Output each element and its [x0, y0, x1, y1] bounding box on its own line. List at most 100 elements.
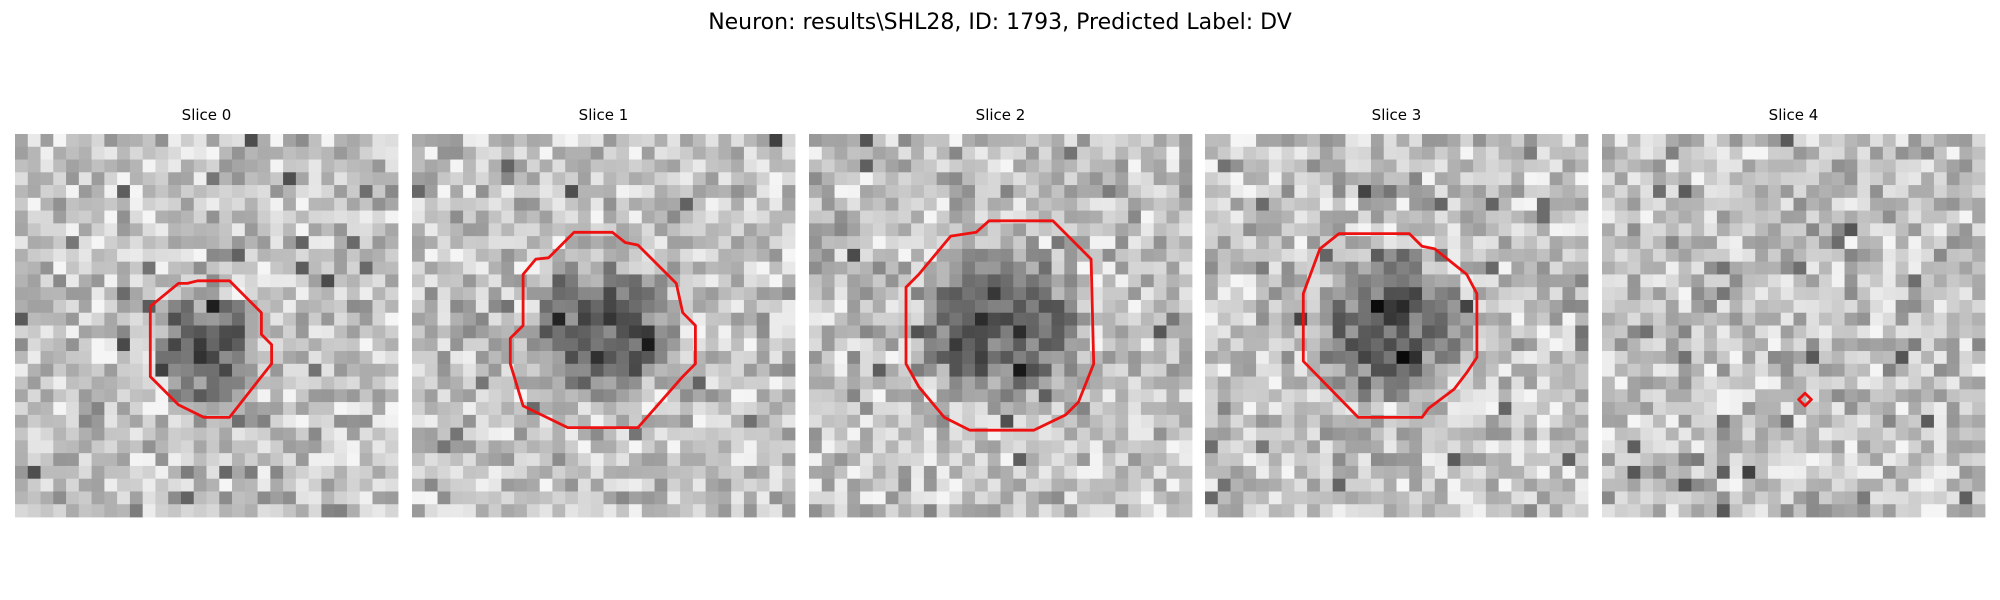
- pixel: [334, 376, 348, 390]
- pixel: [1691, 172, 1705, 186]
- pixel: [501, 389, 515, 403]
- pixel: [359, 465, 373, 480]
- pixel: [104, 376, 118, 390]
- pixel: [155, 325, 169, 339]
- pixel: [1383, 504, 1397, 518]
- pixel: [1921, 427, 1935, 441]
- pixel: [1473, 185, 1487, 199]
- pixel: [1447, 223, 1461, 237]
- pixel: [872, 236, 886, 250]
- pixel: [1102, 248, 1116, 263]
- pixel: [1332, 261, 1346, 275]
- pixel: [641, 478, 655, 492]
- pixel: [257, 134, 271, 148]
- pixel: [974, 236, 989, 250]
- pixel: [1064, 351, 1078, 365]
- pixel: [1562, 351, 1576, 365]
- pixel: [117, 325, 131, 339]
- pixel: [206, 172, 220, 186]
- pixel: [1013, 236, 1027, 250]
- pixel: [1140, 363, 1155, 377]
- pixel: [359, 197, 373, 211]
- pixel: [1895, 261, 1909, 275]
- pixel: [756, 312, 770, 326]
- pixel: [718, 491, 732, 505]
- pixel: [1575, 261, 1589, 275]
- pixel: [1511, 389, 1525, 403]
- pixel: [1268, 210, 1282, 224]
- pixel: [1332, 197, 1346, 211]
- pixel: [1396, 478, 1410, 492]
- pixel: [424, 453, 438, 467]
- pixel: [1256, 146, 1270, 160]
- pixel: [475, 414, 489, 429]
- pixel: [1704, 440, 1718, 454]
- pixel: [911, 312, 925, 326]
- pixel: [526, 504, 541, 518]
- pixel: [539, 299, 553, 314]
- pixel: [1524, 236, 1538, 250]
- pixel: [488, 185, 502, 199]
- pixel: [1115, 261, 1129, 275]
- pixel: [424, 159, 438, 173]
- pixel: [1332, 299, 1346, 314]
- pixel: [1921, 197, 1935, 211]
- pixel: [15, 236, 29, 250]
- pixel: [1921, 351, 1935, 365]
- pixel: [756, 414, 770, 429]
- pixel: [769, 261, 783, 275]
- pixel: [488, 312, 502, 326]
- pixel: [1077, 504, 1091, 518]
- pixel: [885, 172, 899, 186]
- pixel: [1409, 389, 1423, 403]
- pixel: [424, 185, 438, 199]
- pixel: [1345, 504, 1359, 518]
- pixel: [219, 248, 233, 263]
- pixel: [219, 185, 233, 199]
- pixel: [1806, 363, 1820, 377]
- pixel: [1870, 223, 1884, 237]
- pixel: [1882, 172, 1897, 186]
- pixel: [142, 453, 156, 467]
- pixel: [1102, 287, 1116, 301]
- pixel: [1972, 491, 1986, 505]
- pixel: [769, 146, 783, 160]
- pixel: [1959, 223, 1973, 237]
- pixel: [1498, 453, 1512, 467]
- pixel: [1498, 159, 1512, 173]
- pixel: [1665, 325, 1679, 339]
- pixel: [1153, 223, 1167, 237]
- pixel: [1307, 376, 1321, 390]
- pixel: [1857, 414, 1871, 429]
- pixel: [15, 389, 29, 403]
- pixel: [1549, 402, 1563, 416]
- pixel: [949, 299, 963, 314]
- pixel: [1089, 389, 1104, 403]
- pixel: [1102, 172, 1116, 186]
- pixel: [1179, 478, 1193, 492]
- pixel: [1243, 299, 1257, 314]
- pixel: [1140, 453, 1155, 467]
- pixel: [782, 453, 796, 467]
- pixel: [1882, 376, 1897, 390]
- pixel: [680, 146, 694, 160]
- pixel: [1205, 402, 1219, 416]
- pixel: [1793, 338, 1807, 352]
- pixel: [1396, 134, 1410, 148]
- pixel: [834, 453, 848, 467]
- pixel: [974, 185, 989, 199]
- pixel: [117, 146, 131, 160]
- pixel: [1831, 504, 1845, 518]
- pixel: [1358, 351, 1372, 365]
- pixel: [1640, 465, 1654, 480]
- pixel: [1908, 236, 1922, 250]
- pixel: [1473, 134, 1487, 148]
- pixel: [1895, 402, 1909, 416]
- pixel: [731, 325, 745, 339]
- pixel: [1077, 312, 1091, 326]
- pixel: [475, 134, 489, 148]
- pixel: [987, 440, 1001, 454]
- pixel: [590, 504, 604, 518]
- pixel: [129, 134, 144, 148]
- pixel: [949, 427, 963, 441]
